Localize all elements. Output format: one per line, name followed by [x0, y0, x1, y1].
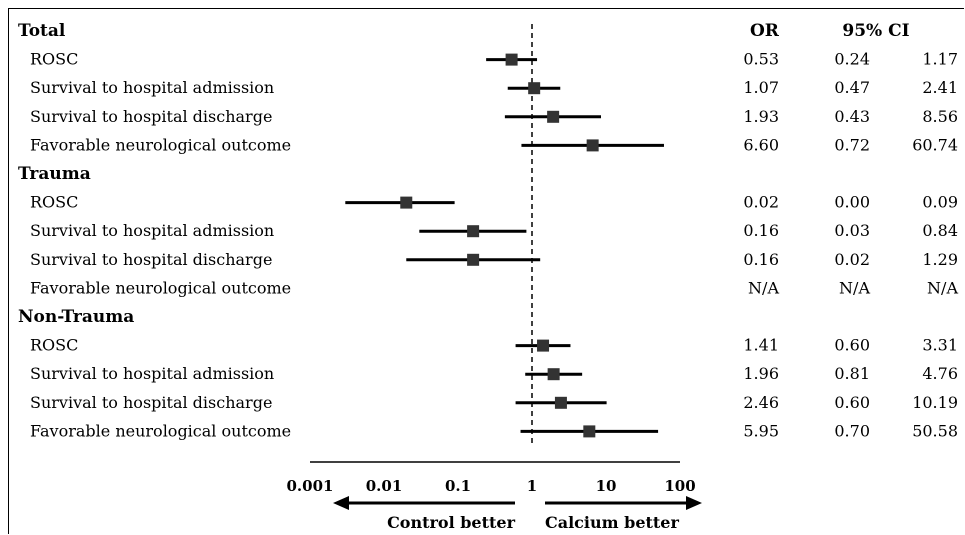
- or-marker: [547, 110, 560, 123]
- or-marker: [467, 253, 480, 266]
- row-label: Survival to hospital discharge: [30, 393, 272, 412]
- or-value: 0.16: [743, 250, 779, 269]
- or-marker: [537, 339, 550, 352]
- ci-lower-value: N/A: [839, 278, 870, 297]
- x-tick-label: 0.001: [287, 477, 334, 495]
- x-tick-label: 0.1: [445, 477, 471, 495]
- or-marker: [467, 225, 480, 238]
- group-header: Trauma: [18, 164, 91, 184]
- or-value: 0.02: [743, 193, 779, 212]
- or-value: 5.95: [743, 421, 779, 440]
- ci-upper-value: N/A: [927, 278, 958, 297]
- ci-lower-value: 0.70: [834, 421, 870, 440]
- ci-upper-value: 0.84: [922, 221, 958, 240]
- or-column-header: OR: [750, 21, 780, 41]
- ci-lower-value: 0.03: [834, 221, 870, 240]
- row-label: Survival to hospital discharge: [30, 250, 272, 269]
- left-arrowhead: [333, 496, 349, 510]
- x-tick-label: 100: [664, 477, 695, 495]
- ci-lower-value: 0.02: [834, 250, 870, 269]
- x-tick-label: 10: [596, 477, 617, 495]
- or-value: 1.07: [743, 78, 779, 97]
- ci-upper-value: 60.74: [912, 135, 958, 154]
- or-marker: [583, 425, 596, 438]
- or-value: 0.16: [743, 221, 779, 240]
- or-value: 1.93: [743, 107, 779, 126]
- row-label: Favorable neurological outcome: [30, 421, 291, 440]
- row-label: ROSC: [30, 50, 78, 69]
- row-label: ROSC: [30, 336, 78, 355]
- row-label: Survival to hospital admission: [30, 221, 274, 240]
- control-better-label: Control better: [387, 513, 516, 532]
- or-value: N/A: [748, 278, 779, 297]
- or-marker: [554, 396, 567, 409]
- right-arrowhead: [686, 496, 702, 510]
- or-marker: [528, 82, 541, 95]
- ci-lower-value: 0.81: [834, 364, 870, 383]
- ci-upper-value: 2.41: [922, 78, 958, 97]
- ci-upper-value: 10.19: [912, 393, 958, 412]
- or-value: 1.41: [743, 336, 779, 355]
- or-value: 6.60: [743, 135, 779, 154]
- ci-upper-value: 1.29: [922, 250, 958, 269]
- ci-upper-value: 4.76: [922, 364, 958, 383]
- ci-lower-value: 0.72: [834, 135, 870, 154]
- ci-column-header: 95% CI: [842, 21, 909, 41]
- or-value: 2.46: [743, 393, 779, 412]
- group-header: Non-Trauma: [18, 307, 134, 327]
- or-value: 1.96: [743, 364, 779, 383]
- or-marker: [505, 53, 518, 66]
- calcium-better-label: Calcium better: [545, 513, 679, 532]
- ci-lower-value: 0.60: [834, 393, 870, 412]
- ci-upper-value: 8.56: [922, 107, 958, 126]
- or-marker: [547, 368, 560, 381]
- ci-lower-value: 0.00: [834, 193, 870, 212]
- figure-frame: [8, 8, 964, 534]
- row-label: Survival to hospital discharge: [30, 107, 272, 126]
- x-tick-label: 0.01: [366, 477, 403, 495]
- ci-lower-value: 0.43: [834, 107, 870, 126]
- ci-lower-value: 0.47: [834, 78, 870, 97]
- ci-lower-value: 0.60: [834, 336, 870, 355]
- or-marker: [586, 139, 599, 152]
- or-value: 0.53: [743, 50, 779, 69]
- ci-upper-value: 1.17: [922, 50, 958, 69]
- x-tick-label: 1: [527, 477, 537, 495]
- group-header: Total: [18, 21, 66, 41]
- row-label: Favorable neurological outcome: [30, 278, 291, 297]
- row-label: Favorable neurological outcome: [30, 135, 291, 154]
- forest-rows: Total ROSC 0.53 0.24 1.17 Survival to hospita…: [18, 21, 958, 440]
- or-marker: [400, 196, 413, 209]
- row-label: ROSC: [30, 193, 78, 212]
- ci-lower-value: 0.24: [834, 50, 870, 69]
- ci-upper-value: 3.31: [922, 336, 958, 355]
- row-label: Survival to hospital admission: [30, 364, 274, 383]
- row-label: Survival to hospital admission: [30, 78, 274, 97]
- ci-upper-value: 0.09: [922, 193, 958, 212]
- x-axis-ticks: 0.001 0.01 0.1 1 10 100: [287, 477, 696, 495]
- ci-upper-value: 50.58: [912, 421, 958, 440]
